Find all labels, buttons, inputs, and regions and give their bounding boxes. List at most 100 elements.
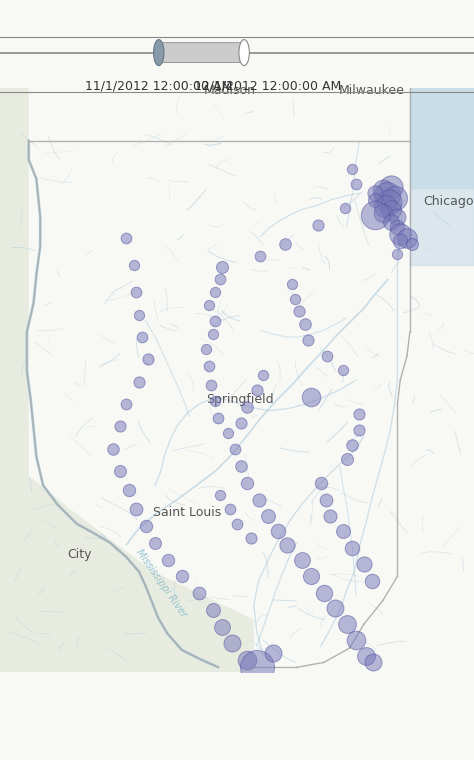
Point: [320, 587, 328, 599]
Point: [291, 293, 299, 305]
Point: [243, 654, 251, 666]
Point: [339, 364, 346, 376]
Point: [360, 558, 368, 570]
Point: [353, 178, 360, 190]
Point: [151, 537, 159, 549]
Point: [205, 299, 212, 312]
Point: [123, 397, 130, 410]
Point: [327, 510, 334, 522]
Point: [237, 460, 245, 472]
Point: [247, 532, 255, 544]
Point: [264, 510, 272, 522]
Ellipse shape: [154, 40, 164, 65]
Point: [195, 587, 203, 599]
Point: [381, 200, 389, 212]
Point: [368, 575, 375, 587]
Point: [253, 384, 260, 396]
Point: [260, 369, 267, 382]
Point: [308, 391, 315, 404]
Point: [256, 249, 264, 261]
Point: [348, 541, 356, 553]
Point: [212, 286, 219, 298]
Point: [209, 603, 216, 616]
Text: 11/1/2012 12:00:00 AM: 11/1/2012 12:00:00 AM: [85, 80, 232, 93]
Point: [234, 518, 241, 530]
Point: [396, 228, 404, 240]
Point: [164, 554, 172, 566]
Point: [356, 424, 363, 436]
Polygon shape: [0, 88, 254, 672]
Point: [387, 204, 394, 216]
Text: Milwaukee: Milwaukee: [338, 84, 404, 97]
Point: [132, 503, 140, 515]
Point: [243, 401, 251, 413]
Point: [130, 259, 138, 271]
Point: [385, 196, 392, 208]
Text: Springfield: Springfield: [206, 393, 273, 406]
Point: [362, 650, 370, 662]
Point: [301, 318, 308, 331]
Ellipse shape: [239, 40, 249, 65]
Point: [145, 353, 152, 365]
Point: [231, 443, 238, 455]
Point: [116, 420, 124, 432]
Point: [314, 219, 322, 231]
Point: [348, 439, 356, 451]
Point: [142, 520, 149, 532]
Point: [224, 426, 232, 439]
Text: Saint Louis: Saint Louis: [153, 505, 221, 518]
Point: [135, 376, 143, 388]
Point: [269, 647, 277, 659]
Point: [387, 180, 394, 192]
Point: [408, 238, 416, 250]
Point: [391, 192, 398, 204]
Text: Chicago: Chicago: [423, 195, 474, 208]
Point: [178, 570, 186, 582]
Point: [207, 378, 214, 391]
Text: Madison: Madison: [204, 84, 256, 97]
Point: [243, 477, 251, 489]
Point: [126, 484, 133, 496]
Point: [212, 315, 219, 327]
Point: [116, 465, 124, 477]
Point: [322, 493, 329, 505]
Point: [396, 235, 404, 247]
Point: [343, 618, 350, 630]
Point: [209, 328, 216, 340]
Point: [324, 350, 331, 363]
Point: [308, 570, 315, 582]
Point: [387, 216, 394, 228]
Point: [393, 211, 401, 223]
Point: [356, 407, 363, 420]
Point: [228, 637, 236, 649]
Point: [379, 185, 387, 197]
Point: [219, 621, 226, 633]
Text: Mississippi River: Mississippi River: [134, 547, 188, 619]
Polygon shape: [410, 188, 474, 265]
Point: [370, 657, 377, 669]
Point: [393, 220, 401, 233]
Point: [132, 286, 140, 298]
Point: [317, 477, 325, 489]
Point: [403, 233, 411, 245]
Point: [393, 248, 401, 260]
Point: [217, 274, 224, 286]
Point: [343, 452, 350, 464]
Point: [372, 194, 379, 206]
Point: [217, 489, 224, 501]
Point: [237, 417, 245, 429]
Point: [331, 602, 339, 614]
Point: [135, 309, 143, 321]
Point: [353, 635, 360, 647]
Point: [283, 539, 291, 551]
Point: [305, 334, 312, 346]
Point: [123, 233, 130, 245]
Point: [282, 238, 289, 250]
Point: [205, 359, 212, 372]
Point: [372, 187, 379, 199]
Point: [253, 661, 260, 673]
Point: [383, 189, 391, 201]
Point: [215, 412, 222, 424]
Point: [202, 344, 210, 356]
Text: 12/1/2012 12:00:00 AM: 12/1/2012 12:00:00 AM: [194, 80, 341, 93]
